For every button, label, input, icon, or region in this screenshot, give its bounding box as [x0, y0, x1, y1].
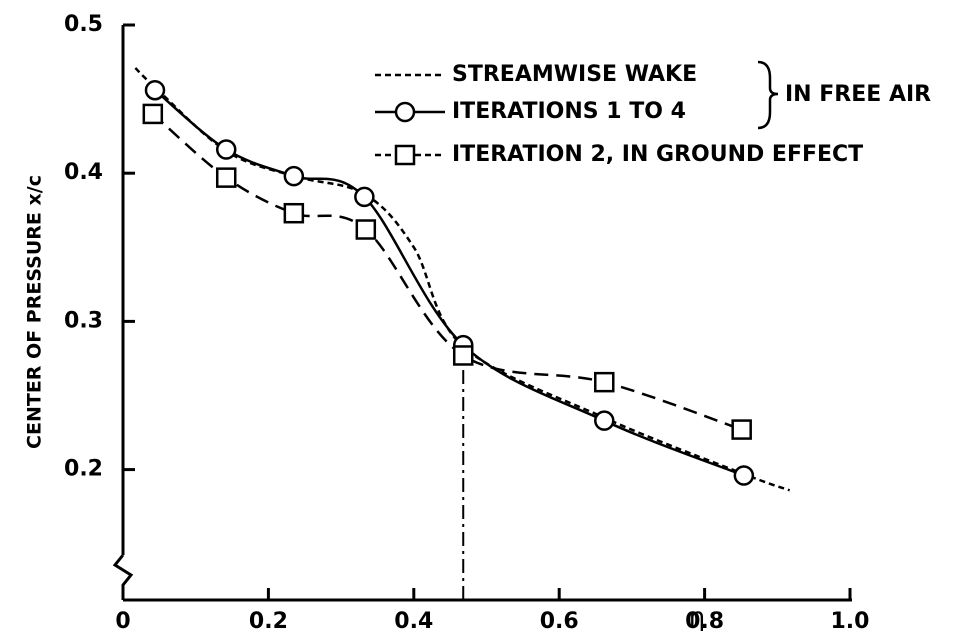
point [142, 103, 164, 125]
point [355, 219, 377, 240]
point [594, 410, 615, 431]
y-tick-label: 0.3 [64, 308, 103, 333]
legend-marker [394, 101, 416, 123]
legend-label: ITERATIONS 1 TO 4 [452, 99, 686, 124]
x-tick-label: 0.8 [685, 609, 724, 634]
legend-bracket [757, 60, 779, 130]
point [731, 419, 752, 440]
x-tick-label: 0.6 [540, 609, 579, 634]
x-tick-label: 0.4 [394, 609, 433, 634]
point [452, 345, 474, 366]
point [215, 139, 237, 160]
x-tick-label: 0 [115, 609, 130, 634]
point [354, 186, 375, 208]
y-axis-label: CENTER OF PRESSURE x/c [24, 175, 46, 449]
x-axis-label: η [689, 603, 705, 633]
point [144, 79, 166, 101]
x-tick-label: 0.2 [249, 609, 288, 634]
y-tick-label: 0.2 [64, 457, 103, 482]
legend-marker [394, 144, 416, 166]
point [215, 167, 237, 188]
legend-label: STREAMWISE WAKE [452, 62, 697, 87]
y-tick-label: 0.5 [64, 12, 103, 37]
y-tick-label: 0.4 [64, 160, 103, 185]
point [733, 465, 755, 486]
annotation: IN FREE AIR [785, 82, 931, 107]
point [594, 371, 615, 393]
point [283, 165, 305, 187]
legend-label: ITERATION 2, IN GROUND EFFECT [452, 142, 863, 167]
x-tick-label: 1.0 [831, 609, 870, 634]
point [283, 202, 305, 224]
